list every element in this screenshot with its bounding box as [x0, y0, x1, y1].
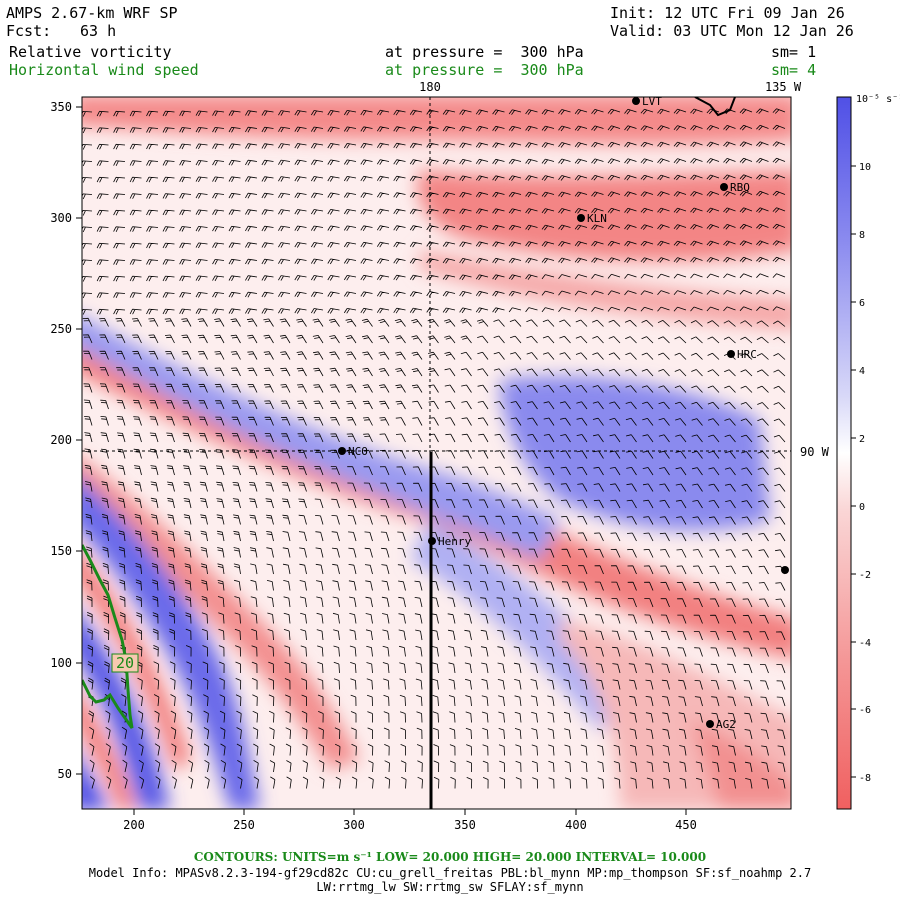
y-tick-label: 150	[50, 544, 72, 558]
colorbar-tick-label: -8	[859, 773, 871, 784]
meridian-label-135w: 135 W	[765, 80, 802, 94]
colorbar-tick-label: -6	[859, 705, 871, 716]
vorticity-shading	[82, 97, 791, 809]
unlabeled-station-marker	[781, 566, 789, 574]
colorbar-tick-label: 10	[859, 162, 871, 173]
colorbar-tick-label: -2	[859, 570, 871, 581]
contour-label: 20	[116, 654, 134, 672]
wind-barbs	[82, 108, 786, 789]
y-tick-label: 350	[50, 100, 72, 114]
station-label: NCO	[348, 445, 368, 458]
station-marker	[706, 720, 714, 728]
init-time: Init: 12 UTC Fri 09 Jan 26	[610, 4, 845, 22]
station-label: HRC	[737, 348, 757, 361]
colorbar-tick-label: 4	[859, 366, 865, 377]
field-2-smoothing: sm= 4	[771, 61, 817, 79]
y-tick-label: 100	[50, 656, 72, 670]
x-tick-label: 350	[454, 818, 476, 832]
station-label: Henry	[438, 535, 471, 548]
x-tick-label: 450	[675, 818, 697, 832]
stations: LVT RBQ KLN HRC NCO Henry AG2	[338, 95, 757, 731]
model-info: Model Info: MPASv8.2.3-194-gf29cd82c CU:…	[88, 866, 812, 880]
x-tick-label: 250	[233, 818, 255, 832]
y-axis: 50 100 150 200 250 300 350	[50, 100, 82, 781]
meridian-label-180: 180	[419, 80, 441, 94]
station-label: KLN	[587, 212, 607, 225]
station-marker	[720, 183, 728, 191]
contour-info: CONTOURS: UNITS=m s⁻¹ LOW= 20.000 HIGH= …	[193, 850, 707, 864]
wind-speed-contour: 20	[82, 544, 139, 729]
valid-time: Valid: 03 UTC Mon 12 Jan 26	[610, 22, 854, 40]
forecast-hours: 63 h	[80, 22, 117, 40]
station-marker	[428, 537, 436, 545]
colorbar-tick-label: 2	[859, 434, 865, 445]
station-marker	[632, 97, 640, 105]
x-axis: 200 250 300 350 400 450	[123, 809, 697, 832]
colorbar	[836, 96, 852, 810]
station-marker	[727, 350, 735, 358]
colorbar-tick-label: 8	[859, 230, 865, 241]
y-tick-label: 50	[58, 767, 72, 781]
colorbar-tick-label: 0	[859, 502, 865, 513]
x-tick-label: 300	[343, 818, 365, 832]
field-1-smoothing: sm= 1	[771, 43, 817, 61]
coastline	[694, 97, 736, 117]
colorbar-tick-label: 6	[859, 298, 865, 309]
station-label: AG2	[716, 718, 736, 731]
colorbar-unit: 10⁻⁵ s⁻¹	[856, 94, 900, 105]
field-2-pressure: at pressure = 300 hPa	[385, 61, 584, 79]
plot-frame	[81, 96, 792, 810]
y-tick-label: 250	[50, 322, 72, 336]
station-label: RBQ	[730, 181, 750, 194]
vorticity-map: 20 180 135 W 90 W 200 250 300 350 400 450 501…	[50, 80, 900, 832]
model-info-physics: LW:rrtmg_lw SW:rrtmg_sw SFLAY:sf_mynn	[316, 880, 584, 894]
model-title: AMPS 2.67-km WRF SP	[6, 4, 178, 22]
y-tick-label: 200	[50, 433, 72, 447]
parallel-label-90w: 90 W	[800, 445, 830, 459]
field-2-name: Horizontal wind speed	[9, 61, 199, 79]
colorbar-tick-label: -4	[859, 638, 871, 649]
x-tick-label: 400	[565, 818, 587, 832]
x-tick-label: 200	[123, 818, 145, 832]
y-tick-label: 300	[50, 211, 72, 225]
colorbar-ticks: 10 8 6 4 2 0 -2 -4 -6 -8	[851, 162, 871, 784]
field-1-pressure: at pressure = 300 hPa	[385, 43, 584, 61]
station-marker	[577, 214, 585, 222]
field-1-name: Relative vorticity	[9, 43, 172, 61]
station-label: LVT	[642, 95, 662, 108]
forecast-label: Fcst:	[6, 22, 52, 40]
station-marker	[338, 447, 346, 455]
